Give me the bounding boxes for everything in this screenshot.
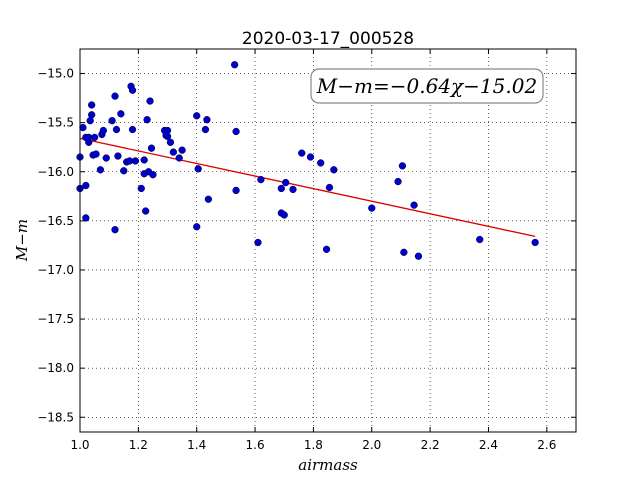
plot-frame: [79, 48, 577, 433]
data-point: [99, 126, 107, 135]
y-tick-label: −16.0: [37, 165, 74, 179]
fit-equation-box: M−m=−0.64χ−15.02: [310, 68, 544, 104]
data-point: [232, 186, 240, 195]
fit-line-layer: [79, 137, 536, 238]
data-point: [201, 125, 210, 134]
data-point: [306, 153, 315, 161]
data-point: [143, 116, 151, 124]
data-point: [131, 157, 140, 165]
data-point: [298, 149, 306, 157]
data-point: [194, 165, 202, 173]
x-tick-label: 1.6: [246, 438, 265, 452]
data-point: [111, 92, 119, 100]
data-point: [147, 144, 156, 152]
data-point: [140, 156, 148, 164]
x-tick-label: 1.8: [304, 438, 323, 452]
data-point: [282, 178, 290, 187]
data-point: [88, 101, 96, 109]
chart-title: 2020-03-17_000528: [242, 29, 414, 49]
data-point: [280, 211, 288, 219]
x-tick-label: 1.2: [129, 438, 148, 452]
data-point: [141, 207, 150, 215]
data-point: [82, 214, 90, 222]
data-point: [102, 154, 110, 162]
data-point: [128, 86, 137, 94]
data-point: [410, 201, 418, 209]
data-point: [117, 110, 125, 118]
data-point: [193, 223, 201, 231]
data-point: [112, 125, 121, 134]
data-point: [163, 132, 172, 141]
data-point: [108, 117, 116, 125]
x-tick-label: 1.0: [70, 438, 89, 452]
data-point: [325, 183, 334, 192]
data-point: [149, 171, 157, 179]
data-point: [114, 152, 122, 160]
y-tick-label: −17.5: [37, 312, 74, 326]
y-axis-label: M−m: [13, 219, 31, 262]
data-point: [146, 97, 154, 105]
y-tick-label: −15.0: [37, 67, 74, 81]
data-point: [414, 252, 423, 260]
data-point: [400, 248, 408, 256]
fit-line: [79, 137, 536, 238]
data-point: [193, 112, 201, 120]
data-point: [204, 195, 213, 203]
data-point: [254, 238, 262, 247]
grid-lines: [79, 49, 576, 432]
x-tick-label: 2.6: [537, 438, 556, 452]
data-point: [169, 148, 178, 156]
data-point: [137, 184, 145, 193]
y-tick-label: −17.0: [37, 263, 74, 277]
data-point: [317, 159, 325, 167]
data-point: [289, 185, 297, 194]
x-tick-label: 2.2: [421, 438, 440, 452]
data-point: [82, 181, 90, 190]
x-tick-label: 2.0: [362, 438, 381, 452]
data-point: [232, 127, 240, 136]
data-point: [128, 125, 137, 134]
data-point: [120, 167, 128, 175]
data-point: [175, 154, 183, 162]
data-point: [394, 177, 402, 186]
data-point: [166, 138, 175, 146]
data-point: [111, 226, 119, 234]
y-tick-label: −18.0: [37, 361, 74, 375]
data-point: [368, 204, 376, 212]
data-point: [476, 235, 484, 244]
data-point: [90, 133, 99, 142]
data-point: [330, 166, 338, 174]
y-tick-label: −15.5: [37, 116, 74, 130]
data-point: [79, 123, 87, 132]
x-tick-label: 1.4: [187, 438, 206, 452]
data-point: [230, 61, 239, 69]
x-axis-label: airmass: [298, 456, 358, 474]
data-point: [178, 146, 186, 154]
data-point: [398, 162, 407, 170]
data-points: [76, 61, 539, 260]
axis-ticks: 1.0 1.2 1.4 1.6 1.8 2.0 2.2 2.4 2.6 −15.0 −15.5 −16…: [37, 49, 576, 452]
fit-equation-label: M−m=−0.64χ−15.02: [316, 74, 537, 98]
fit-equation-frame: [310, 68, 544, 104]
x-tick-label: 2.4: [479, 438, 498, 452]
data-point: [88, 111, 96, 119]
data-point: [277, 184, 285, 193]
y-tick-label: −16.5: [37, 214, 74, 228]
data-point: [322, 245, 331, 253]
data-point: [531, 238, 539, 247]
data-point: [96, 166, 105, 174]
y-tick-label: −18.5: [37, 410, 74, 424]
data-point: [92, 150, 100, 158]
data-point: [203, 116, 211, 124]
data-point: [257, 175, 265, 184]
